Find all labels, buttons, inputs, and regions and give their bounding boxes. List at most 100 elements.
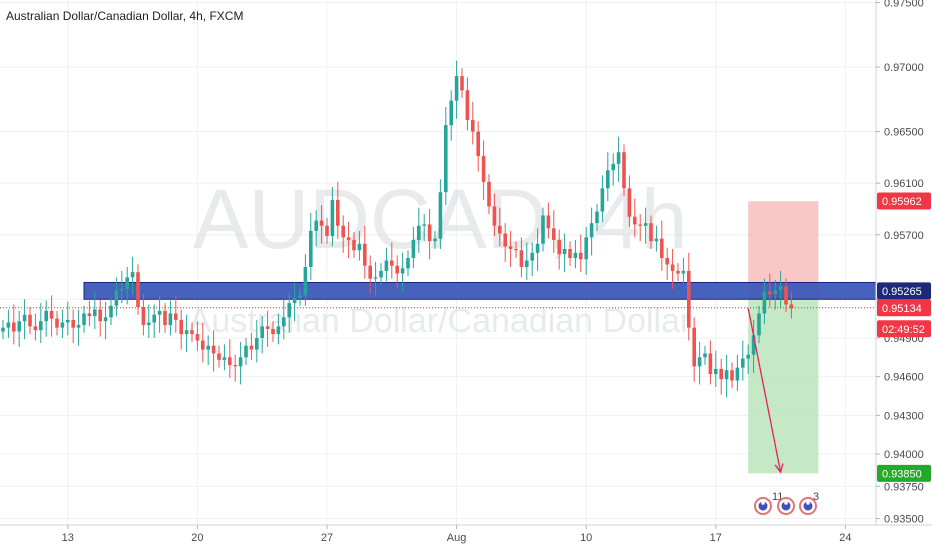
candle: [654, 225, 659, 252]
candle: [746, 344, 750, 375]
candle-body: [93, 309, 97, 317]
idea-icon[interactable]: [754, 497, 772, 515]
candle: [201, 322, 205, 363]
candle-body: [6, 322, 11, 328]
candle: [12, 304, 16, 345]
candle: [708, 340, 713, 385]
candle-body: [395, 265, 399, 274]
time-axis[interactable]: 13 20 27 Aug 10 17 24: [62, 525, 852, 544]
candle-body: [298, 295, 302, 298]
candle-body: [460, 76, 464, 91]
chart-title: Australian Dollar/Canadian Dollar, 4h, F…: [6, 9, 243, 23]
candle: [217, 345, 221, 368]
candle: [719, 358, 723, 395]
candle-body: [341, 225, 345, 238]
candle: [422, 214, 426, 242]
idea-icon[interactable]: [799, 497, 817, 515]
candle-body: [525, 260, 529, 268]
stop-loss-zone[interactable]: [748, 201, 819, 298]
candle: [784, 278, 788, 313]
x-tick-label: 24: [839, 532, 851, 544]
x-tick-label: 10: [580, 532, 592, 544]
candle-body: [28, 314, 32, 327]
social-bar[interactable]: 11 3: [754, 491, 819, 515]
candle-body: [741, 358, 745, 368]
projection-arrow[interactable]: [747, 308, 784, 474]
candle-body: [184, 330, 189, 335]
candle-body: [130, 272, 135, 278]
candle: [714, 350, 718, 387]
candle: [552, 210, 556, 253]
candle-body: [546, 215, 551, 229]
idea-icon[interactable]: [777, 497, 795, 515]
x-tick-label: Aug: [447, 532, 467, 544]
candle: [406, 250, 410, 277]
grid: [0, 0, 876, 525]
candle-body: [724, 370, 729, 380]
candle: [487, 174, 491, 215]
candle-body: [400, 268, 405, 274]
target-badge-bg: [877, 464, 931, 482]
resistance-zone[interactable]: [83, 281, 877, 300]
candle: [379, 263, 383, 286]
candle: [168, 300, 173, 336]
candle: [363, 225, 367, 279]
candle: [465, 77, 470, 131]
candle: [282, 299, 286, 340]
candle-body: [265, 326, 270, 329]
candle: [417, 207, 421, 253]
x-tick-label: 27: [321, 532, 333, 544]
candle: [206, 335, 210, 366]
candle: [676, 263, 680, 282]
candle: [492, 193, 497, 237]
candle: [260, 316, 264, 354]
candle-body: [66, 319, 70, 323]
candle: [508, 230, 513, 268]
candle: [687, 252, 691, 341]
candle-body: [276, 326, 281, 335]
candle: [568, 241, 572, 266]
candle: [1, 319, 5, 340]
candle: [692, 317, 696, 382]
candle: [611, 153, 615, 186]
last-price-badge-bg: [877, 299, 931, 317]
candle: [535, 228, 540, 271]
candle-body: [498, 225, 502, 234]
candle: [503, 223, 507, 262]
candle-body: [746, 354, 750, 359]
candle-body: [530, 252, 534, 261]
x-tick-label: 17: [710, 532, 722, 544]
arrow-shaft[interactable]: [747, 308, 782, 473]
candle-body: [611, 163, 615, 171]
short-position-tool[interactable]: [748, 201, 819, 474]
candle-body: [244, 345, 248, 358]
candle: [373, 261, 378, 297]
candle: [325, 217, 329, 244]
candle-body: [168, 313, 173, 326]
arrow-head-icon[interactable]: [774, 463, 784, 474]
candle-body: [427, 224, 432, 242]
candle-body: [708, 353, 713, 375]
candle-body: [406, 257, 410, 269]
candle-body: [573, 252, 578, 258]
candle-body: [222, 357, 227, 360]
candle-body: [325, 225, 329, 237]
candle-body: [681, 270, 686, 274]
resistance-zone-rect[interactable]: [83, 281, 877, 300]
candle-body: [584, 237, 588, 260]
candle-body: [179, 319, 183, 335]
candle-body: [697, 357, 702, 367]
candle-body: [249, 345, 254, 350]
candle-body: [568, 248, 572, 258]
candle: [519, 237, 524, 278]
candle: [314, 210, 318, 247]
stop-loss-badge: 0.95962: [882, 196, 922, 208]
candle-body: [120, 288, 124, 291]
candle: [319, 205, 324, 244]
candle: [190, 322, 194, 342]
candle: [22, 299, 27, 340]
candle: [789, 291, 794, 319]
candle: [444, 107, 448, 206]
candle-body: [714, 368, 718, 375]
